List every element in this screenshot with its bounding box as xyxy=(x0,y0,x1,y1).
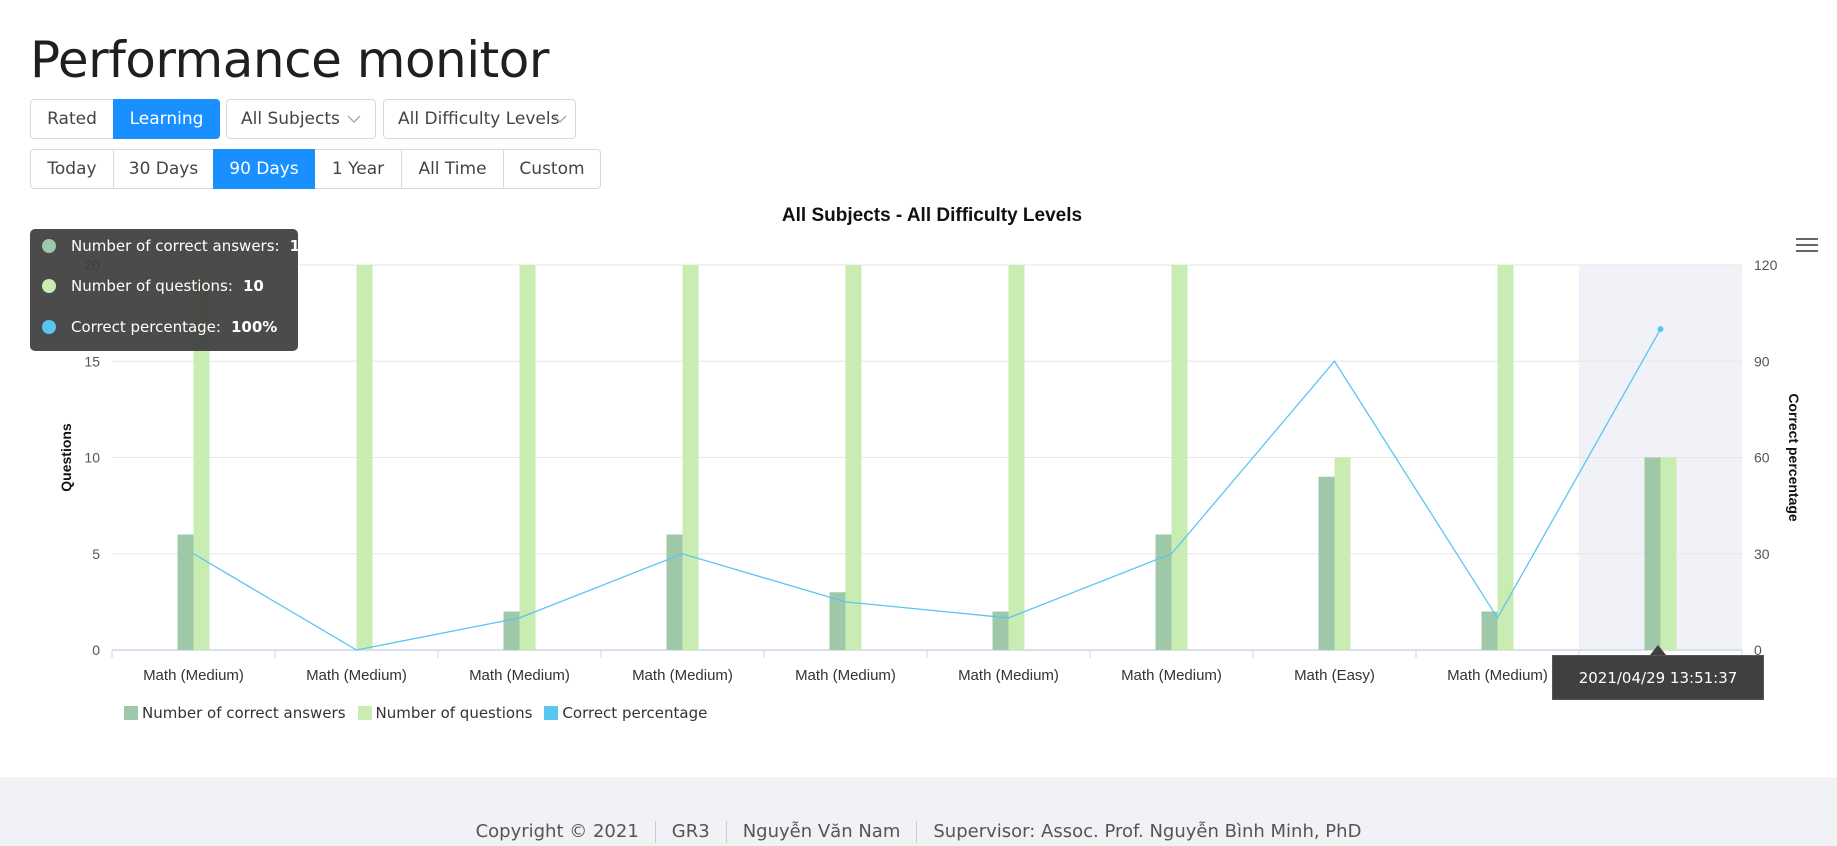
tab-learning[interactable]: Learning xyxy=(113,99,220,139)
x-axis-tooltip: 2021/04/29 13:51:37 xyxy=(1552,655,1764,700)
y2-tick-label: 30 xyxy=(1754,546,1770,562)
difficulty-select-value: All Difficulty Levels xyxy=(398,109,560,129)
chart-menu-icon[interactable] xyxy=(1796,238,1818,256)
mode-tabs: Rated Learning xyxy=(30,99,220,139)
bar-correct-answers xyxy=(1644,457,1661,650)
bar-correct-answers xyxy=(666,534,683,650)
difficulty-select[interactable]: All Difficulty Levels xyxy=(383,99,576,139)
legend-label: Number of correct answers xyxy=(142,704,346,722)
x-tick-label: Math (Medium) xyxy=(143,667,244,684)
x-tooltip-arrow xyxy=(1650,645,1666,655)
bar-correct-answers xyxy=(1155,534,1172,650)
footer-author: Nguyễn Văn Nam xyxy=(725,821,917,843)
bar-questions xyxy=(1497,265,1514,650)
tooltip-label: Number of questions: xyxy=(71,277,233,295)
footer-group: GR3 xyxy=(654,821,726,843)
page-title: Performance monitor xyxy=(30,31,549,89)
bar-questions xyxy=(1008,265,1025,650)
bar-questions xyxy=(519,265,536,650)
line-point xyxy=(1657,326,1664,333)
tooltip-value: 10 xyxy=(242,277,264,295)
footer: Copyright © 2021 GR3 Nguyễn Văn Nam Supe… xyxy=(0,777,1837,846)
tab-today[interactable]: Today xyxy=(30,149,114,189)
footer-copyright: Copyright © 2021 xyxy=(475,821,639,842)
bar-correct-answers xyxy=(1481,611,1498,650)
questions-dot-icon xyxy=(42,279,56,293)
legend-label: Number of questions xyxy=(375,704,533,722)
chevron-down-icon xyxy=(347,115,361,123)
tooltip-label: Number of correct answers: xyxy=(71,237,280,255)
legend-swatch-icon xyxy=(544,706,559,720)
tab-1-year[interactable]: 1 Year xyxy=(314,149,402,189)
y2-tick-label: 0 xyxy=(1754,642,1762,658)
legend-correct-percentage[interactable]: Correct percentage xyxy=(544,704,707,722)
tooltip-row-questions: Number of questions: 10 xyxy=(42,277,264,295)
bar-questions xyxy=(682,265,699,650)
tab-custom[interactable]: Custom xyxy=(503,149,601,189)
y2-tick-label: 120 xyxy=(1754,257,1778,273)
x-tick-label: Math (Medium) xyxy=(795,667,896,684)
bar-questions xyxy=(193,265,210,650)
chart-legend: Number of correct answers Number of ques… xyxy=(124,704,719,722)
bar-correct-answers xyxy=(992,611,1009,650)
bar-questions xyxy=(356,265,373,650)
correct-answers-dot-icon xyxy=(42,239,56,253)
x-tick-label: Math (Medium) xyxy=(632,667,733,684)
bar-correct-answers xyxy=(503,611,520,650)
legend-label: Correct percentage xyxy=(562,704,708,722)
line-correct-percentage xyxy=(193,328,1662,651)
tooltip-row-correct: Number of correct answers: 10 xyxy=(42,237,310,255)
percentage-dot-icon xyxy=(42,320,56,334)
y2-axis-title: Correct percentage xyxy=(1786,393,1802,522)
legend-swatch-icon xyxy=(357,706,372,720)
range-tabs: Today 30 Days 90 Days 1 Year All Time Cu… xyxy=(30,149,601,189)
footer-supervisor: Supervisor: Assoc. Prof. Nguyễn Bình Min… xyxy=(916,821,1377,843)
tab-90-days[interactable]: 90 Days xyxy=(213,149,315,189)
bar-questions xyxy=(845,265,862,650)
chart-title: All Subjects - All Difficulty Levels xyxy=(782,205,1082,226)
y-tick-label: 5 xyxy=(92,546,100,562)
combo-chart: All Subjects - All Difficulty Levels 0 5 10… xyxy=(58,205,1802,684)
bar-correct-answers xyxy=(177,534,194,650)
chevron-down-icon xyxy=(553,115,567,123)
subject-select[interactable]: All Subjects xyxy=(226,99,376,139)
legend-questions[interactable]: Number of questions xyxy=(357,704,533,722)
tooltip-row-percentage: Correct percentage: 100% xyxy=(42,318,277,336)
y-tick-label: 0 xyxy=(92,642,100,658)
x-tick-label: Math (Medium) xyxy=(469,667,570,684)
tooltip-value: 100% xyxy=(230,318,278,336)
x-tick-label: Math (Medium) xyxy=(1447,667,1548,684)
y-tick-label: 15 xyxy=(84,353,100,369)
tooltip-value: 10 xyxy=(289,237,311,255)
y2-tick-label: 60 xyxy=(1754,450,1770,466)
bar-questions xyxy=(1334,457,1351,650)
x-tick-label: Math (Medium) xyxy=(306,667,407,684)
bar-correct-answers xyxy=(829,592,846,650)
tooltip-label: Correct percentage: xyxy=(71,318,221,336)
subject-select-value: All Subjects xyxy=(241,109,340,129)
y2-tick-label: 90 xyxy=(1754,353,1770,369)
chart-tooltip: Number of correct answers: 10 Number of … xyxy=(30,229,310,351)
y-tick-label: 10 xyxy=(84,450,100,466)
bar-correct-answers xyxy=(1318,476,1335,650)
legend-swatch-icon xyxy=(124,706,138,720)
tab-30-days[interactable]: 30 Days xyxy=(113,149,214,189)
x-tick-label: Math (Medium) xyxy=(1121,667,1222,684)
chart-container: All Subjects - All Difficulty Levels 0 5 10… xyxy=(0,195,1837,735)
y-axis-title: Questions xyxy=(58,423,74,492)
bar-questions xyxy=(1171,265,1188,650)
x-tick-label: Math (Easy) xyxy=(1294,667,1375,684)
legend-correct-answers[interactable]: Number of correct answers xyxy=(124,704,346,722)
bar-questions xyxy=(1660,457,1677,650)
tab-all-time[interactable]: All Time xyxy=(401,149,504,189)
x-tick-label: Math (Medium) xyxy=(958,667,1059,684)
tab-rated[interactable]: Rated xyxy=(30,99,114,139)
